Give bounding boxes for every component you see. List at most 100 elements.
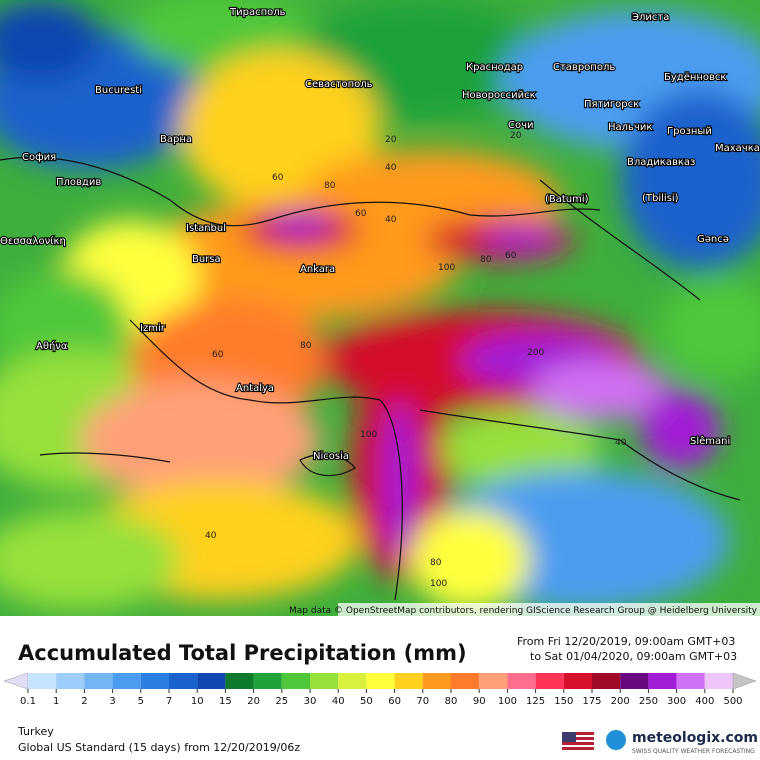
from-date: From Fri 12/20/2019, 09:00am GMT+03 (517, 635, 735, 648)
legend-tick-label: 7 (166, 696, 172, 707)
contour-label: 40 (205, 531, 217, 541)
city-label: Ставрополь (553, 62, 615, 73)
title: Accumulated Total Precipitation (mm) (18, 641, 467, 665)
contour-label: 100 (438, 263, 455, 273)
legend-tick-label: 60 (388, 696, 401, 707)
city-label: Пятигорск (584, 99, 639, 110)
city-label: Будённовск (664, 72, 726, 83)
city-label: Пловдив (56, 177, 101, 188)
legend-swatch (479, 673, 508, 689)
legend-swatch (281, 673, 310, 689)
city-label: Bursa (192, 254, 221, 265)
legend-tick-label: 25 (275, 696, 288, 707)
legend-swatch (338, 673, 367, 689)
contour-label: 20 (385, 135, 397, 145)
legend-tick-label: 15 (219, 696, 232, 707)
contour-label: 80 (480, 255, 492, 265)
city-label: София (22, 152, 56, 163)
legend-tick-label: 175 (582, 696, 601, 707)
contour-label: 40 (615, 438, 627, 448)
city-label: Θεσσαλονίκη (0, 235, 66, 247)
attribution: Map data © OpenStreetMap contributors, r… (289, 606, 758, 616)
color-legend: 0.1 1 2 3 5 7 10 15 20 25 30 40 50 60 70 80 90 100 125 150 1… (3, 672, 757, 707)
tagline: SWISS QUALITY WEATHER FORECASTING (632, 748, 755, 755)
us-flag (562, 732, 594, 750)
legend-swatch (620, 673, 649, 689)
legend-tick-label: 70 (416, 696, 429, 707)
city-label: Нальчик (608, 122, 652, 133)
legend-swatch (310, 673, 339, 689)
contour-label: 100 (360, 430, 377, 440)
city-label: Antalya (236, 383, 274, 394)
legend-swatch (563, 673, 592, 689)
contour-label: 80 (300, 341, 312, 351)
contour-label: 20 (510, 131, 522, 141)
legend-tick-label: 1 (53, 696, 59, 707)
city-label: Izmir (140, 323, 166, 334)
city-label: Владикавказ (627, 157, 695, 168)
map: Тирасполь Bucuresti Варна София Пловдив Севас… (0, 0, 760, 616)
city-label: Αθήνα (36, 340, 68, 352)
legend-swatch (592, 673, 621, 689)
city-label: Gəncə (697, 234, 729, 245)
city-label: Севастополь (305, 79, 373, 90)
legend-tick-label: 3 (109, 696, 115, 707)
legend-tick-label: 100 (498, 696, 517, 707)
legend-swatch (28, 673, 57, 689)
legend-swatch (422, 673, 451, 689)
contour-label: 40 (385, 163, 397, 173)
logo-icon (606, 730, 626, 750)
legend-swatch (253, 673, 282, 689)
legend-swatch (84, 673, 113, 689)
to-date: to Sat 01/04/2020, 09:00am GMT+03 (530, 650, 737, 663)
legend-tick-label: 2 (81, 696, 87, 707)
contour-label: 60 (355, 209, 367, 219)
model-info: Global US Standard (15 days) from 12/20/… (18, 741, 300, 754)
contour-label: 80 (430, 558, 442, 568)
legend-tick-label: 40 (332, 696, 345, 707)
legend-tick-label: 400 (695, 696, 714, 707)
legend-swatch (225, 673, 254, 689)
city-label: (Tbilisi) (642, 193, 679, 204)
legend-below (3, 672, 29, 690)
contour-label: 80 (324, 181, 336, 191)
region: Turkey (17, 725, 54, 738)
legend-tick-label: 20 (247, 696, 260, 707)
city-label: Сочи (508, 120, 534, 131)
legend-above (732, 672, 757, 690)
legend-tick-label: 200 (611, 696, 630, 707)
city-label: Bucuresti (95, 85, 142, 96)
contour-label: 200 (527, 348, 544, 358)
city-label: Nicosia (313, 451, 349, 462)
city-label: Новороссийск (462, 90, 536, 101)
brand[interactable]: meteologix.com (632, 730, 758, 746)
city-label: Тирасполь (229, 7, 286, 18)
legend-swatch (169, 673, 198, 689)
legend-swatch (704, 673, 733, 689)
legend-tick-label: 5 (138, 696, 144, 707)
city-label: Краснодар (466, 62, 523, 73)
contour-label: 60 (272, 173, 284, 183)
contour-label: 60 (505, 251, 517, 261)
legend-swatch (366, 673, 395, 689)
legend-tick-label: 150 (554, 696, 573, 707)
legend-swatch (140, 673, 169, 689)
legend-tick-label: 300 (667, 696, 686, 707)
city-label: (Batumi) (545, 194, 589, 205)
legend-swatch (507, 673, 536, 689)
city-label: Грозный (667, 126, 712, 137)
contour-label: 40 (385, 215, 397, 225)
contour-label: 100 (430, 579, 447, 589)
legend-tick-label: 0.1 (20, 696, 36, 707)
legend-tick-label: 90 (473, 696, 486, 707)
city-label: Ankara (300, 264, 335, 275)
legend-tick-label: 80 (445, 696, 458, 707)
city-label: Istanbul (186, 223, 226, 234)
legend-swatch (112, 673, 141, 689)
legend-swatch (535, 673, 564, 689)
legend-swatch (394, 673, 423, 689)
legend-tick-label: 250 (639, 696, 658, 707)
contour-label: 60 (212, 350, 224, 360)
